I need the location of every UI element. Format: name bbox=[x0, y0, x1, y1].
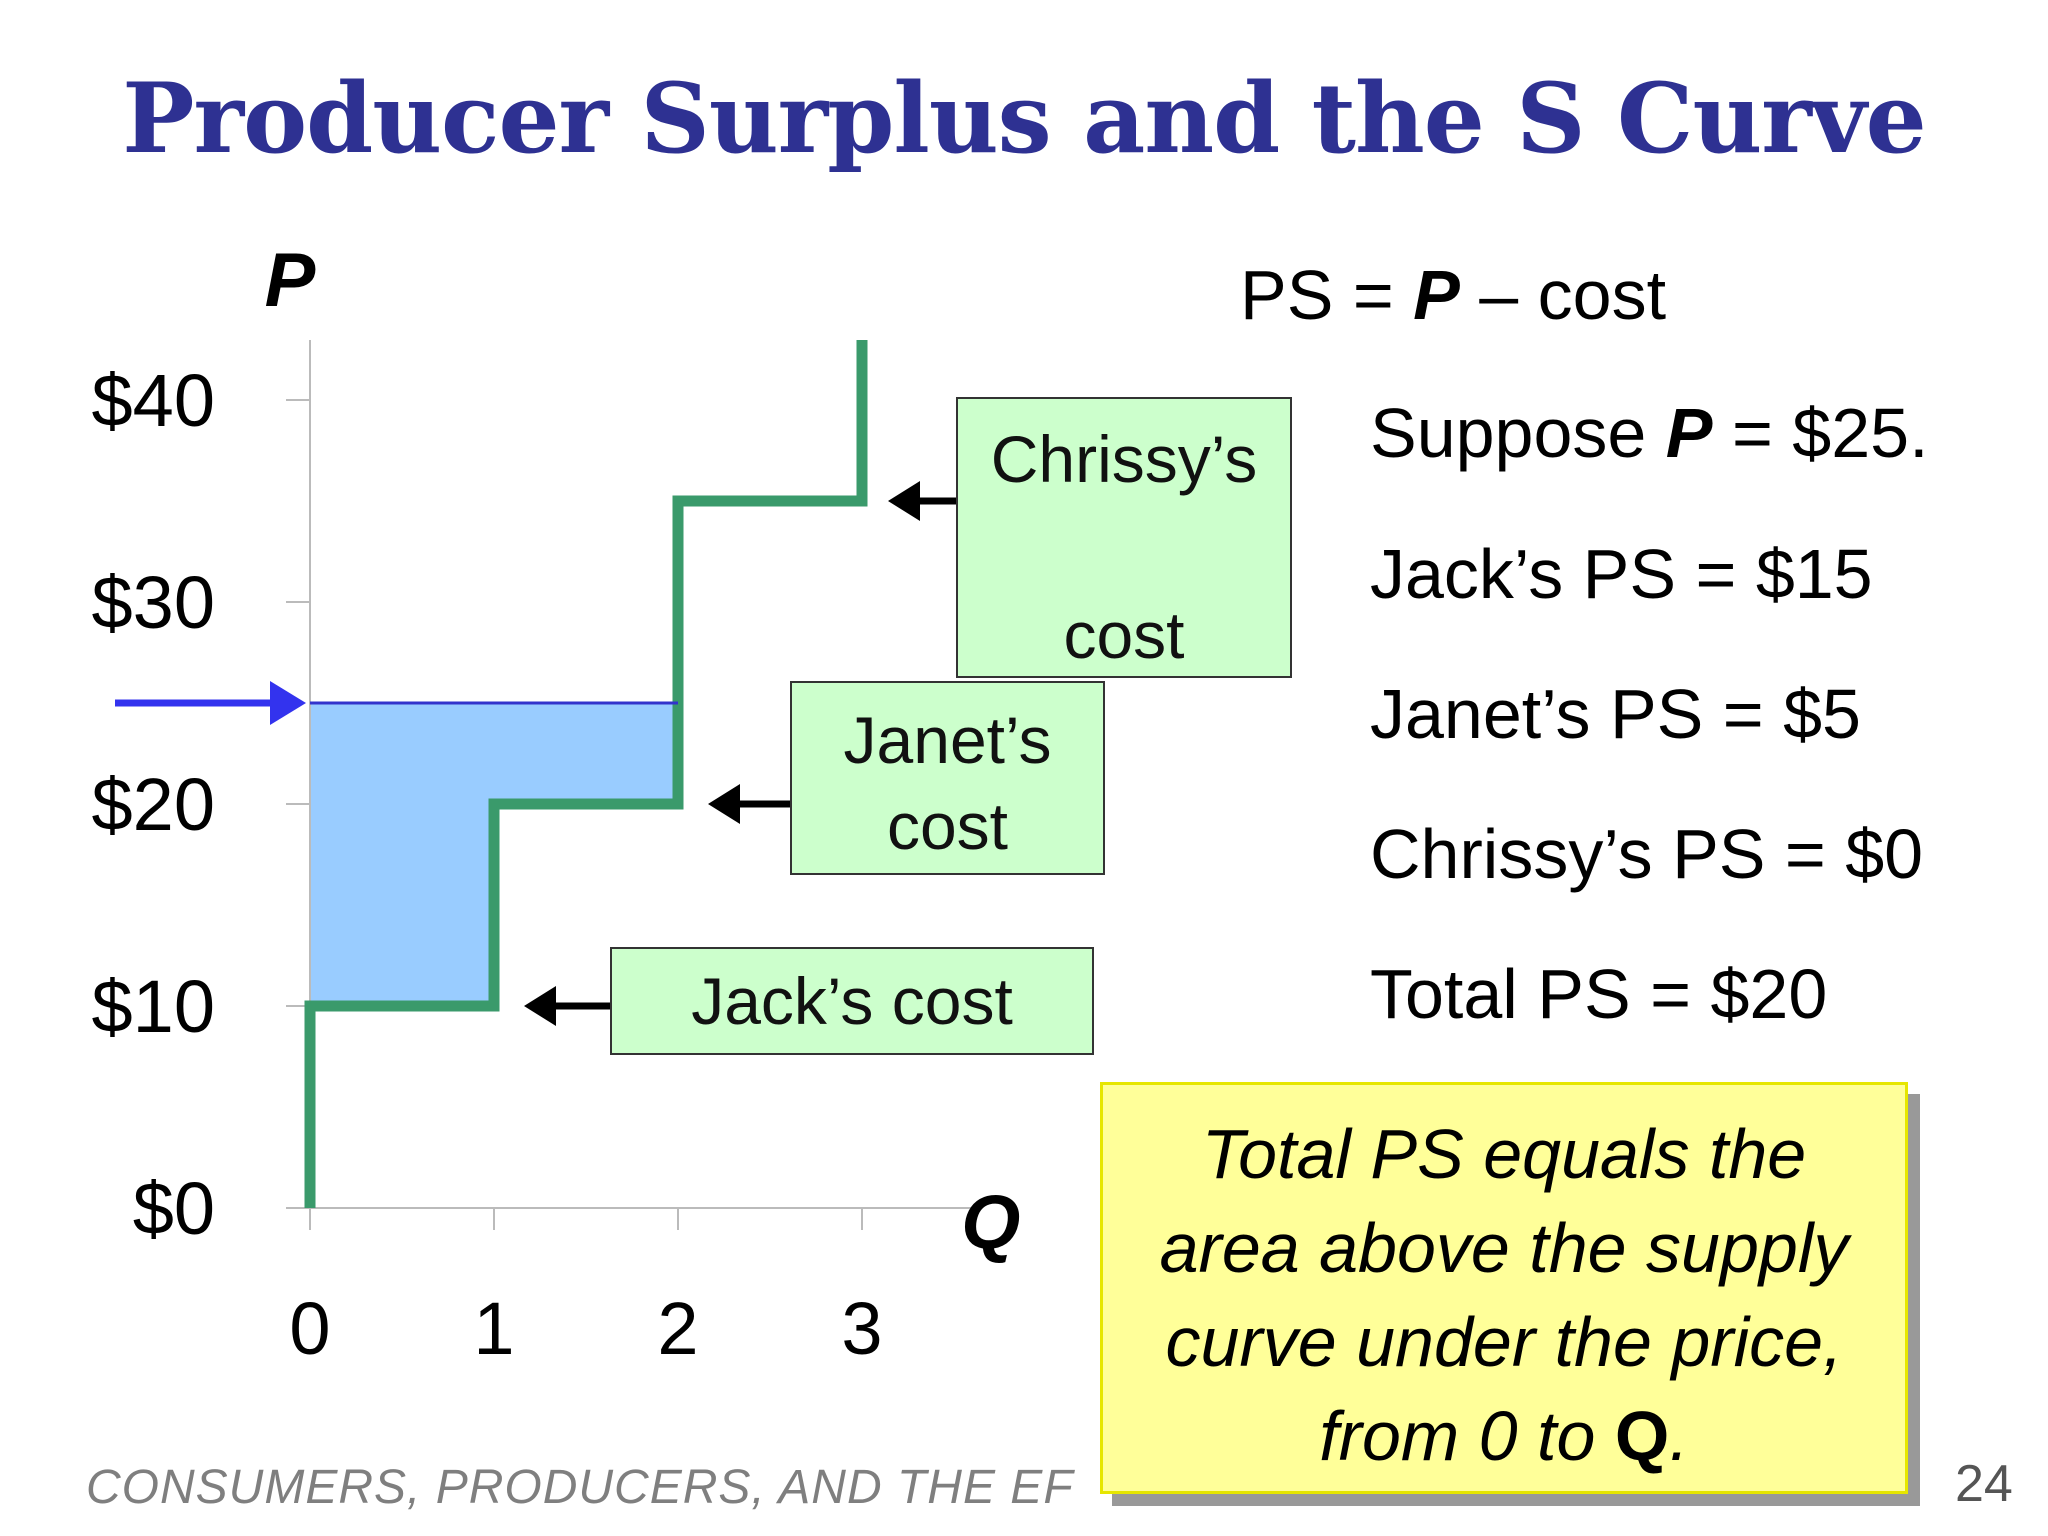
x-tick-label: 3 bbox=[841, 1287, 882, 1370]
jack-cost-arrow-head bbox=[524, 986, 556, 1026]
y-tick-label: $10 bbox=[92, 965, 215, 1048]
total-ps-callout: Total PS equals the area above the suppl… bbox=[1100, 1082, 1908, 1494]
chrissy-cost-arrow-head bbox=[888, 481, 920, 521]
callout-line3: curve under the price, bbox=[1165, 1303, 1843, 1381]
y-tick-label: $0 bbox=[133, 1167, 215, 1250]
suppose-p: P bbox=[1665, 394, 1713, 472]
ps-formula: PS = P – cost bbox=[1240, 256, 1667, 334]
chrissy-cost-label-line1: Chrissy’s bbox=[990, 422, 1258, 496]
total-ps: Total PS = $20 bbox=[1370, 955, 1828, 1033]
janet-cost-label-line1: Janet’s bbox=[843, 703, 1052, 777]
chrissy-cost-label-line2: cost bbox=[1063, 598, 1185, 672]
supply-curve bbox=[304, 340, 868, 1208]
footer-text: CONSUMERS, PRODUCERS, AND THE EF bbox=[86, 1461, 1074, 1514]
chrissy-ps: Chrissy’s PS = $0 bbox=[1370, 815, 1924, 893]
x-axis-title: Q bbox=[961, 1180, 1020, 1265]
y-tick-label: $20 bbox=[92, 763, 215, 846]
x-tick-label: 0 bbox=[289, 1287, 330, 1370]
slide-title: Producer Surplus and the S Curve bbox=[122, 62, 1926, 175]
x-tick-label: 2 bbox=[657, 1287, 698, 1370]
callout-line1: Total PS equals the bbox=[1201, 1115, 1807, 1193]
y-tick-label: $40 bbox=[92, 359, 215, 442]
janet-cost-label-line2: cost bbox=[886, 789, 1009, 863]
suppose-price: Suppose P = $25. bbox=[1370, 394, 1929, 472]
y-tick-label: $30 bbox=[92, 561, 215, 644]
y-axis-title: P bbox=[265, 238, 316, 323]
x-tick-label: 1 bbox=[473, 1287, 514, 1370]
page-number: 24 bbox=[1955, 1455, 2013, 1513]
formula-p: P bbox=[1413, 256, 1460, 334]
jack-ps: Jack’s PS = $15 bbox=[1370, 535, 1873, 613]
jack-cost-box: Jack’s cost bbox=[610, 947, 1094, 1055]
jack-cost-label: Jack’s cost bbox=[691, 964, 1013, 1038]
callout-line2: area above the supply bbox=[1159, 1209, 1849, 1287]
callout-line4: from 0 to Q. bbox=[1319, 1397, 1689, 1475]
price-arrow-head bbox=[270, 681, 306, 725]
janet-ps: Janet’s PS = $5 bbox=[1370, 675, 1861, 753]
janet-cost-box: Janet’s cost bbox=[790, 681, 1105, 875]
janet-cost-arrow-head bbox=[708, 784, 740, 824]
chrissy-cost-box: Chrissy’s cost bbox=[956, 397, 1292, 678]
